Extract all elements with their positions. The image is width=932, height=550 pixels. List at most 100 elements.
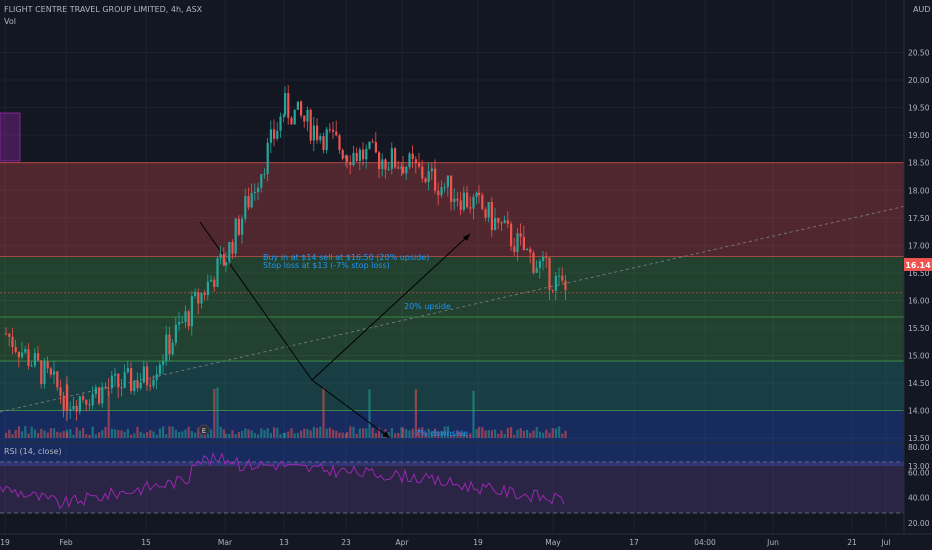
candle[interactable]: [149, 385, 152, 387]
candle[interactable]: [472, 196, 475, 209]
trend-drawings[interactable]: [0, 199, 932, 439]
candle[interactable]: [260, 174, 263, 188]
candle[interactable]: [139, 382, 142, 389]
candle[interactable]: [203, 292, 206, 295]
candle[interactable]: [358, 149, 361, 162]
candle[interactable]: [40, 360, 43, 385]
candle[interactable]: [561, 275, 564, 281]
candle[interactable]: [434, 168, 437, 191]
candle[interactable]: [554, 275, 557, 291]
candle[interactable]: [332, 129, 335, 132]
candle[interactable]: [349, 161, 352, 166]
candle[interactable]: [414, 159, 417, 164]
candle[interactable]: [56, 371, 59, 388]
candle[interactable]: [59, 387, 62, 396]
candle[interactable]: [190, 295, 193, 327]
rsi-line[interactable]: [0, 451, 565, 510]
candle[interactable]: [130, 368, 133, 392]
candle[interactable]: [368, 141, 371, 149]
candle[interactable]: [374, 142, 377, 153]
candle[interactable]: [88, 404, 91, 406]
candle[interactable]: [542, 256, 545, 262]
candle[interactable]: [62, 395, 65, 411]
down-line-1[interactable]: [199, 221, 313, 381]
candle[interactable]: [551, 289, 554, 291]
candle[interactable]: [497, 218, 500, 223]
candle[interactable]: [219, 254, 222, 259]
candle[interactable]: [487, 202, 490, 218]
candle[interactable]: [284, 93, 287, 115]
candle[interactable]: [362, 149, 365, 160]
candle[interactable]: [500, 222, 503, 224]
candle[interactable]: [427, 171, 430, 182]
candle[interactable]: [11, 336, 14, 347]
candle[interactable]: [558, 275, 561, 277]
candle[interactable]: [430, 168, 433, 172]
candle[interactable]: [82, 396, 85, 400]
candle[interactable]: [408, 153, 411, 168]
candle[interactable]: [510, 223, 513, 247]
candle[interactable]: [101, 386, 104, 404]
candle[interactable]: [49, 368, 52, 375]
candle[interactable]: [107, 388, 110, 390]
candle[interactable]: [110, 375, 113, 389]
candle[interactable]: [234, 218, 237, 254]
candle[interactable]: [446, 175, 449, 188]
candle[interactable]: [158, 364, 161, 375]
candle[interactable]: [494, 218, 497, 230]
candle[interactable]: [126, 368, 129, 373]
candle[interactable]: [418, 163, 421, 167]
candle[interactable]: [371, 141, 374, 143]
candle[interactable]: [120, 387, 123, 389]
candle[interactable]: [296, 101, 299, 110]
candle[interactable]: [355, 152, 358, 162]
candle[interactable]: [478, 192, 481, 196]
candle[interactable]: [450, 175, 453, 202]
candle[interactable]: [253, 192, 256, 194]
candle[interactable]: [453, 198, 456, 202]
candle[interactable]: [290, 117, 293, 125]
candle[interactable]: [5, 333, 8, 335]
candle[interactable]: [282, 114, 285, 117]
candle[interactable]: [231, 242, 234, 254]
candle[interactable]: [475, 192, 478, 197]
candle[interactable]: [178, 322, 181, 325]
candle[interactable]: [322, 136, 325, 150]
candle[interactable]: [456, 198, 459, 201]
candle[interactable]: [526, 248, 529, 251]
candle[interactable]: [21, 352, 24, 358]
candle[interactable]: [421, 166, 424, 179]
candle[interactable]: [181, 321, 184, 323]
candle[interactable]: [344, 155, 347, 159]
downside-label[interactable]: -7% downside: [412, 429, 468, 438]
candle[interactable]: [24, 349, 27, 353]
candle[interactable]: [53, 371, 56, 375]
candle[interactable]: [387, 168, 390, 170]
candle[interactable]: [194, 292, 197, 296]
candle[interactable]: [411, 153, 414, 160]
candle[interactable]: [481, 195, 484, 210]
candle[interactable]: [532, 252, 535, 273]
candle[interactable]: [78, 396, 81, 412]
candle[interactable]: [222, 254, 225, 266]
candle[interactable]: [459, 200, 462, 210]
volume-label[interactable]: Vol: [4, 17, 16, 26]
candle[interactable]: [405, 167, 408, 174]
candle[interactable]: [123, 372, 126, 388]
candle[interactable]: [85, 399, 88, 405]
candle[interactable]: [142, 366, 145, 383]
candle[interactable]: [152, 379, 155, 386]
candle[interactable]: [91, 394, 94, 406]
candle[interactable]: [165, 334, 168, 362]
candle[interactable]: [397, 167, 400, 169]
candle[interactable]: [309, 109, 312, 141]
candle[interactable]: [279, 116, 282, 131]
candle[interactable]: [187, 311, 190, 327]
candle[interactable]: [174, 324, 177, 343]
candle[interactable]: [462, 192, 465, 210]
candle[interactable]: [155, 374, 158, 380]
candle[interactable]: [466, 192, 469, 208]
candle[interactable]: [319, 136, 322, 141]
candle[interactable]: [469, 207, 472, 209]
